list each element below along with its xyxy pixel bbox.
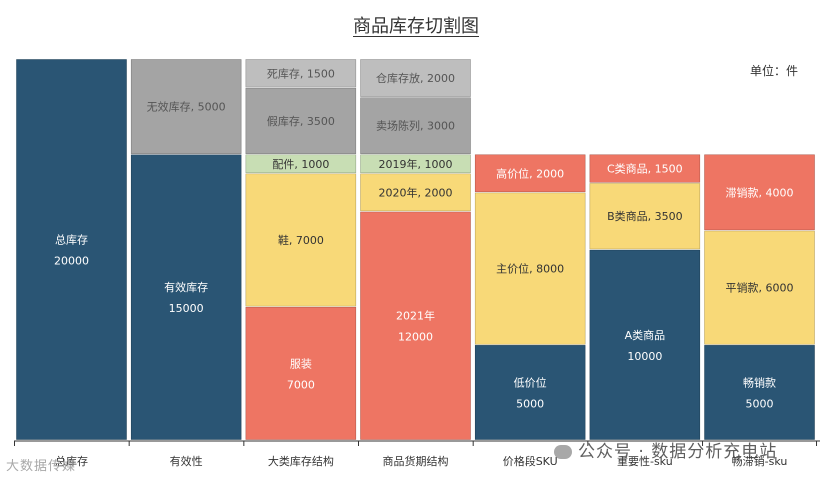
- x-tick-label: 商品货期结构: [383, 454, 449, 468]
- bar-segment-outline: [360, 173, 471, 212]
- bar-segment-outline: [474, 154, 586, 193]
- x-tick-label: 有效性: [170, 454, 203, 468]
- bar-segment-outline: [589, 154, 701, 183]
- segment-label: 低价位: [514, 375, 547, 389]
- bar-segment: [15, 58, 128, 441]
- bar-segment: [359, 58, 472, 98]
- bar-segment-outline: [245, 173, 357, 307]
- segment-value: 5000: [746, 397, 774, 410]
- bar-segment-outline: [474, 192, 586, 345]
- bar-segment-outline: [589, 183, 701, 250]
- segment-label: 无效库存, 5000: [147, 100, 226, 114]
- segment-value: 7000: [287, 378, 315, 391]
- unit-label: 单位：件: [749, 64, 798, 78]
- bar-segment-outline: [360, 97, 471, 155]
- bar-segment: [703, 153, 816, 231]
- segment-label: A类商品: [625, 328, 666, 342]
- segment-label: 仓库存放, 2000: [376, 71, 455, 85]
- segment-label: 畅销款: [743, 375, 776, 389]
- bar-segment: [703, 230, 816, 346]
- segment-label: 假库存, 3500: [267, 114, 335, 128]
- bar-segment-outline: [245, 306, 357, 440]
- bar-segment-outline: [130, 154, 242, 440]
- bar-segment-outline: [474, 344, 586, 440]
- bar-segment: [474, 192, 586, 346]
- segment-label: 死库存, 1500: [267, 66, 335, 80]
- bar-segment: [474, 344, 586, 441]
- bar-segment: [474, 153, 586, 193]
- segment-label: 主价位, 8000: [496, 262, 564, 276]
- chart-title: 商品库存切割图: [353, 16, 479, 37]
- segment-label: 有效库存: [164, 280, 208, 294]
- watermark-right: 公众号 · 数据分析充电站: [554, 437, 777, 462]
- segment-label: 配件, 1000: [272, 158, 329, 171]
- segment-label: 2019年, 1000: [379, 157, 453, 171]
- bar-segment-outline: [704, 154, 815, 231]
- bar-segment: [130, 153, 242, 441]
- bar-segment: [245, 87, 357, 155]
- wechat-icon: [554, 445, 572, 459]
- x-tick-label: 价格段SKU: [503, 454, 558, 468]
- bar-segment: [589, 153, 701, 184]
- bar-segment-outline: [16, 59, 127, 440]
- bar-segment-outline: [589, 249, 701, 440]
- segment-label: 总库存: [55, 233, 88, 247]
- bar-segment: [589, 182, 701, 250]
- bar-segment: [130, 58, 242, 155]
- bar-segment-outline: [245, 59, 357, 88]
- segment-value: 12000: [398, 331, 433, 344]
- segment-value: 15000: [169, 302, 204, 315]
- bar-segment: [703, 344, 816, 441]
- bar-segment-outline: [130, 59, 242, 155]
- segment-label: 鞋, 7000: [278, 233, 324, 247]
- segment-value: 20000: [54, 255, 89, 268]
- segment-label: C类商品, 1500: [607, 162, 683, 176]
- bar-segment: [589, 249, 701, 441]
- x-tick-label: 畅滞销-sku: [732, 454, 788, 468]
- watermark-right-text: 公众号 · 数据分析充电站: [578, 442, 778, 462]
- segment-value: 5000: [516, 397, 544, 410]
- segment-label: 平销款, 6000: [726, 281, 794, 295]
- x-tick-label: 重要性-sku: [617, 454, 673, 468]
- bar-segment-outline: [704, 230, 815, 345]
- segment-label: 2021年: [396, 309, 435, 323]
- bar-segment: [359, 211, 472, 441]
- x-tick-label: 大类库存结构: [268, 454, 334, 468]
- bar-segment: [245, 58, 357, 88]
- segment-label: 卖场陈列, 3000: [376, 119, 455, 133]
- bar-segment-outline: [245, 87, 357, 155]
- segment-label: 2020年, 2000: [379, 185, 453, 199]
- segment-value: 10000: [627, 350, 662, 363]
- x-tick-label: 总库存: [55, 454, 88, 468]
- segment-label: B类商品, 3500: [607, 209, 683, 223]
- bar-segment: [245, 173, 357, 307]
- watermark-left-text: 大数据传媒: [6, 459, 77, 474]
- segment-label: 服装: [290, 357, 312, 370]
- segment-label: 滞销款, 4000: [726, 185, 794, 199]
- segment-label: 高价位, 2000: [496, 166, 564, 180]
- watermark-left: 大数据传媒: [6, 455, 76, 474]
- bar-segment-outline: [360, 211, 471, 440]
- bar-segment-outline: [360, 154, 471, 174]
- bar-segment: [359, 96, 472, 155]
- bar-segment: [245, 306, 357, 441]
- bar-segment-outline: [360, 59, 471, 97]
- bar-segment-outline: [704, 344, 815, 440]
- bar-segment-outline: [245, 154, 357, 174]
- bar-segment: [359, 173, 472, 212]
